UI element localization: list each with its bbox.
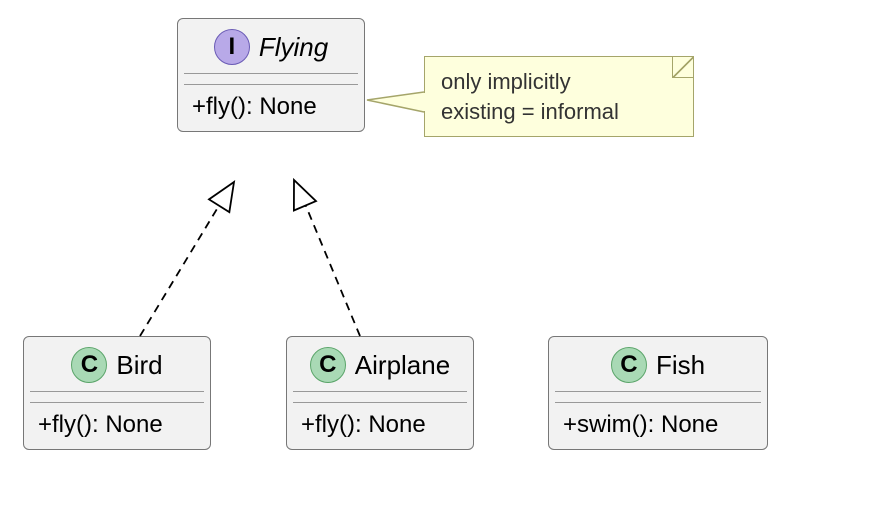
uml-diagram-canvas: I Flying +fly(): None C Bird +fly(): Non…	[0, 0, 885, 511]
interface-badge-icon: I	[214, 29, 250, 65]
class-bird-box: C Bird +fly(): None	[23, 336, 211, 450]
note-line1: only implicitly	[441, 69, 571, 94]
class-badge-icon: C	[71, 347, 107, 383]
class-bird-name: Bird	[116, 350, 162, 381]
class-airplane-header: C Airplane	[287, 337, 473, 391]
class-airplane-box: C Airplane +fly(): None	[286, 336, 474, 450]
class-airplane-name: Airplane	[355, 350, 450, 381]
class-bird-header: C Bird	[24, 337, 210, 391]
arrowhead-bird-to-flying	[213, 171, 245, 215]
empty-attributes	[24, 392, 210, 402]
class-fish-header: C Fish	[549, 337, 767, 391]
class-badge-icon: C	[310, 347, 346, 383]
empty-attributes	[178, 74, 364, 84]
class-bird-methods: +fly(): None	[24, 403, 210, 449]
empty-attributes	[549, 392, 767, 402]
arrowhead-bird-flying-icon	[209, 176, 244, 212]
class-airplane-methods: +fly(): None	[287, 403, 473, 449]
note-line2: existing = informal	[441, 99, 619, 124]
annotation-note: only implicitly existing = informal	[424, 56, 694, 137]
interface-flying-header: I Flying	[178, 19, 364, 73]
interface-flying-box: I Flying +fly(): None	[177, 18, 365, 132]
class-fish-methods: +swim(): None	[549, 403, 767, 449]
arrowhead-airplane-flying-icon	[283, 175, 316, 210]
class-badge-icon: C	[611, 347, 647, 383]
class-fish-name: Fish	[656, 350, 705, 381]
interface-flying-methods: +fly(): None	[178, 85, 364, 131]
empty-attributes	[287, 392, 473, 402]
note-connector	[367, 92, 424, 112]
class-fish-box: C Fish +swim(): None	[548, 336, 768, 450]
edge-airplane-to-flying	[303, 199, 360, 336]
edge-bird-to-flying	[140, 199, 223, 336]
interface-flying-name: Flying	[259, 32, 328, 63]
